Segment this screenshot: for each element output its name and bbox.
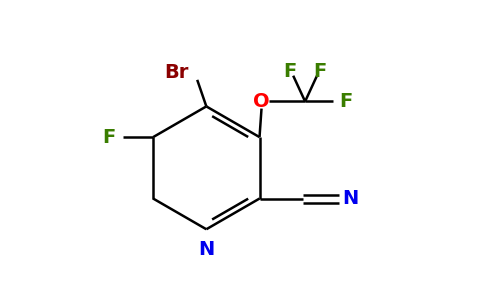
Text: F: F — [102, 128, 116, 147]
Text: F: F — [284, 62, 297, 81]
Text: N: N — [342, 189, 358, 208]
Text: N: N — [198, 240, 214, 260]
Text: O: O — [253, 92, 270, 111]
Text: Br: Br — [164, 63, 188, 82]
Text: F: F — [314, 62, 327, 81]
Text: F: F — [339, 92, 352, 111]
